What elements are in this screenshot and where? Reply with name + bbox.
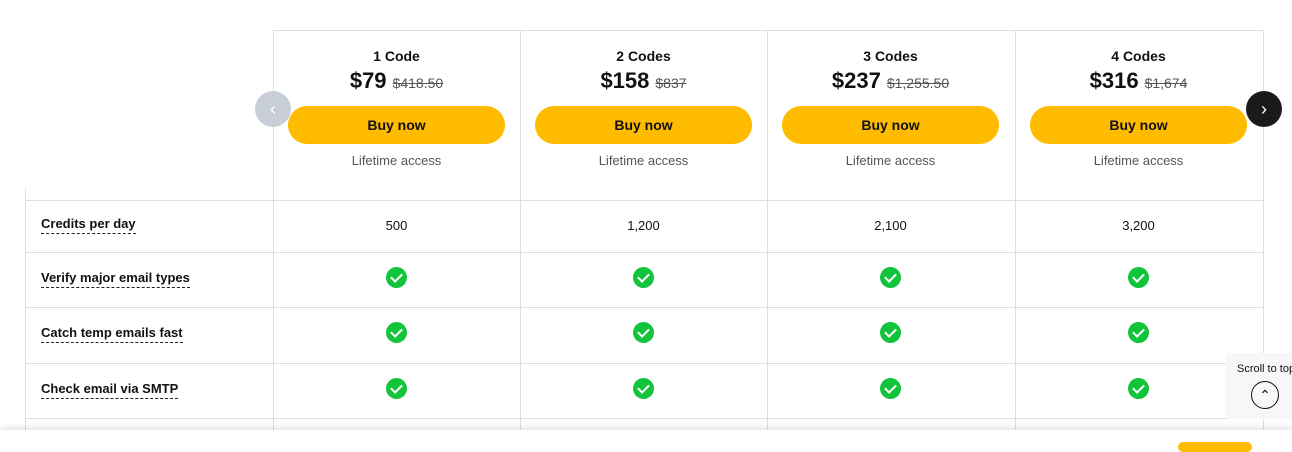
buy-now-button[interactable]: Buy now [288,106,505,144]
feature-label[interactable]: Catch temp emails fast [41,325,183,343]
buy-now-button[interactable]: Buy now [535,106,752,144]
feature-label[interactable]: Verify major email types [41,270,190,288]
plan-note: Lifetime access [351,153,442,168]
check-icon [633,266,654,288]
bottom-bar [0,430,1292,452]
feature-cell [273,377,520,402]
feature-cell [520,322,767,346]
check-icon [633,322,654,343]
plan-note: Lifetime access [845,153,936,168]
plan-price: $158 [600,68,650,93]
check-icon [1128,377,1149,399]
chevron-up-icon: ⌃ [1251,381,1279,409]
plan-name: 2 Codes [616,48,671,64]
feature-cell [273,322,520,346]
feature-cell: 500 [385,218,408,233]
plan-old-price: $837 [655,75,687,91]
plan-card: 2 Codes $158 $837 Buy now Lifetime access [520,30,767,200]
plan-card: 4 Codes $316 $1,674 Buy now Lifetime acce… [1015,30,1262,200]
plan-note: Lifetime access [598,153,689,168]
feature-cell [520,266,767,291]
column-divider [273,30,274,450]
plan-price: $79 [349,68,387,93]
column-divider [25,188,26,450]
plan-price: $237 [831,68,881,93]
plan-old-price: $1,255.50 [886,75,950,91]
check-icon [633,377,654,399]
feature-cell: 3,200 [1122,218,1155,233]
column-divider [520,30,521,450]
plan-name: 1 Code [373,48,420,64]
carousel-next-button[interactable]: › [1246,91,1282,127]
row-divider [25,363,1264,364]
check-icon [880,266,901,288]
plan-name: 3 Codes [863,48,918,64]
feature-cell [767,377,1014,402]
plan-old-price: $1,674 [1144,75,1188,91]
plan-card: 1 Code $79 $418.50 Buy now Lifetime acces… [273,30,520,200]
column-divider [767,30,768,450]
plan-price: $316 [1089,68,1139,93]
row-divider [25,200,1264,201]
plan-name: 4 Codes [1111,48,1166,64]
feature-cell [1015,322,1262,346]
row-divider [25,252,1264,253]
feature-label[interactable]: Check email via SMTP [41,381,179,399]
check-icon [386,377,407,399]
feature-cell [273,266,520,291]
feature-cell [520,377,767,402]
carousel-prev-button[interactable]: ‹ [255,91,291,127]
scroll-to-top[interactable]: Scroll to top ⌃ [1226,353,1292,419]
row-divider [25,418,1264,419]
buy-now-button[interactable]: Buy now [782,106,999,144]
buy-now-button[interactable]: Buy now [1030,106,1247,144]
check-icon [880,322,901,343]
column-divider [1263,30,1264,450]
column-divider [1015,30,1016,450]
check-icon [386,266,407,288]
plan-note: Lifetime access [1093,153,1184,168]
feature-cell [767,322,1014,346]
scroll-to-top-label: Scroll to top [1237,363,1292,375]
check-icon [1128,266,1149,288]
check-icon [1128,322,1149,343]
feature-label[interactable]: Credits per day [41,216,136,234]
feature-cell [1015,377,1262,402]
feature-cell [767,266,1014,291]
check-icon [386,322,407,343]
plan-card: 3 Codes $237 $1,255.50 Buy now Lifetime a… [767,30,1014,200]
table-top-border [273,30,1264,31]
check-icon [880,377,901,399]
feature-cell: 2,100 [874,218,907,233]
row-divider [25,307,1264,308]
plan-old-price: $418.50 [392,75,444,91]
feature-cell: 1,200 [627,218,660,233]
feature-cell [1015,266,1262,291]
